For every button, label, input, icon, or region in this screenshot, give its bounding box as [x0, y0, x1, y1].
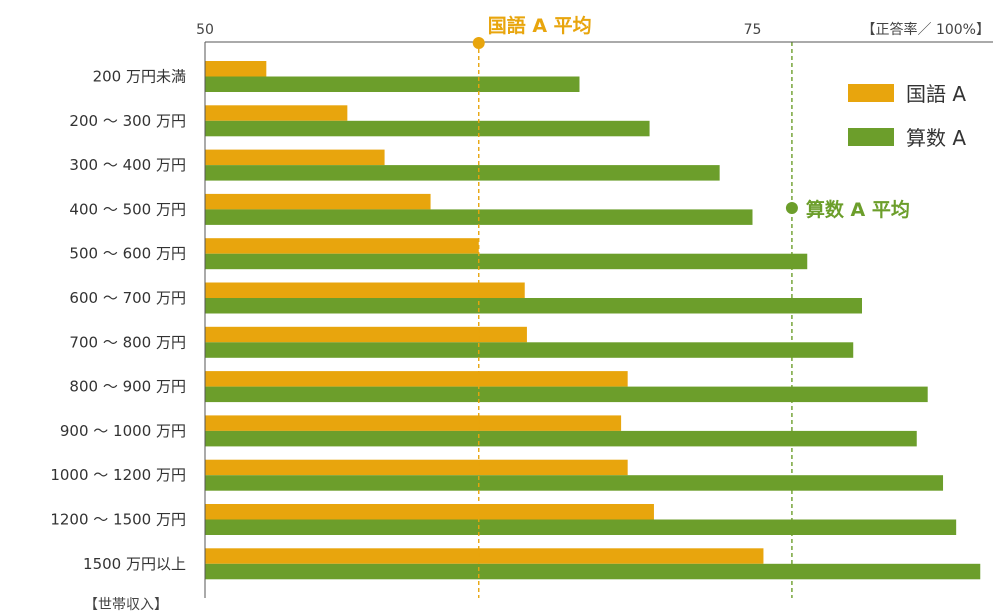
bar-kokugo-a: [205, 326, 527, 343]
bar-kokugo-a: [205, 282, 525, 298]
bar-kokugo-a: [205, 238, 479, 254]
bar-sansu-a: [205, 298, 862, 314]
bar-sansu-a: [205, 165, 720, 181]
sansu-average-marker: [785, 202, 798, 214]
x-tick-label: 50: [196, 22, 214, 38]
kokugo-average-marker: [472, 37, 485, 49]
bar-sansu-a: [205, 120, 650, 137]
category-label: 200 ～ 300 万円: [69, 112, 186, 130]
bar-kokugo-a: [205, 371, 628, 387]
bar-sansu-a: [205, 76, 580, 92]
category-label: 900 ～ 1000 万円: [60, 422, 186, 440]
bar-sansu-a: [205, 519, 957, 535]
category-axis-label: 【世帯収入】: [84, 597, 168, 612]
bar-sansu-a: [205, 386, 928, 403]
bar-kokugo-a: [205, 149, 385, 166]
legend-swatch-sansu: [848, 128, 894, 146]
category-label: 600 ～ 700 万円: [69, 289, 186, 307]
bar-kokugo-a: [205, 459, 628, 476]
category-label: 800 ～ 900 万円: [69, 378, 186, 396]
legend-swatch-kokugo: [848, 84, 894, 102]
bar-kokugo-a: [205, 61, 267, 77]
legend-label-kokugo: 国語 A: [906, 82, 966, 106]
bar-kokugo-a: [205, 548, 764, 564]
category-label: 1500 万円以上: [83, 555, 186, 573]
kokugo-average-label: 国語 A 平均: [488, 14, 592, 37]
category-label: 700 ～ 800 万円: [69, 333, 186, 351]
bar-sansu-a: [205, 563, 981, 580]
bar-kokugo-a: [205, 415, 622, 431]
category-label: 400 ～ 500 万円: [69, 200, 186, 218]
bar-sansu-a: [205, 342, 854, 358]
legend-label-sansu: 算数 A: [906, 126, 966, 150]
unit-label: 【正答率／ 100%】: [862, 21, 990, 38]
x-tick-label: 75: [744, 22, 762, 38]
category-label: 1200 ～ 1500 万円: [50, 511, 186, 529]
bar-sansu-a: [205, 475, 944, 491]
category-label: 1000 ～ 1200 万円: [50, 466, 186, 484]
bar-sansu-a: [205, 253, 808, 270]
category-label: 300 ～ 400 万円: [69, 156, 186, 174]
category-label: 500 ～ 600 万円: [69, 245, 186, 263]
bar-kokugo-a: [205, 193, 431, 210]
category-label: 200 万円未満: [93, 68, 186, 86]
bar-sansu-a: [205, 430, 917, 447]
sansu-average-label: 算数 A 平均: [806, 198, 910, 221]
bar-kokugo-a: [205, 504, 654, 520]
bar-kokugo-a: [205, 105, 348, 121]
